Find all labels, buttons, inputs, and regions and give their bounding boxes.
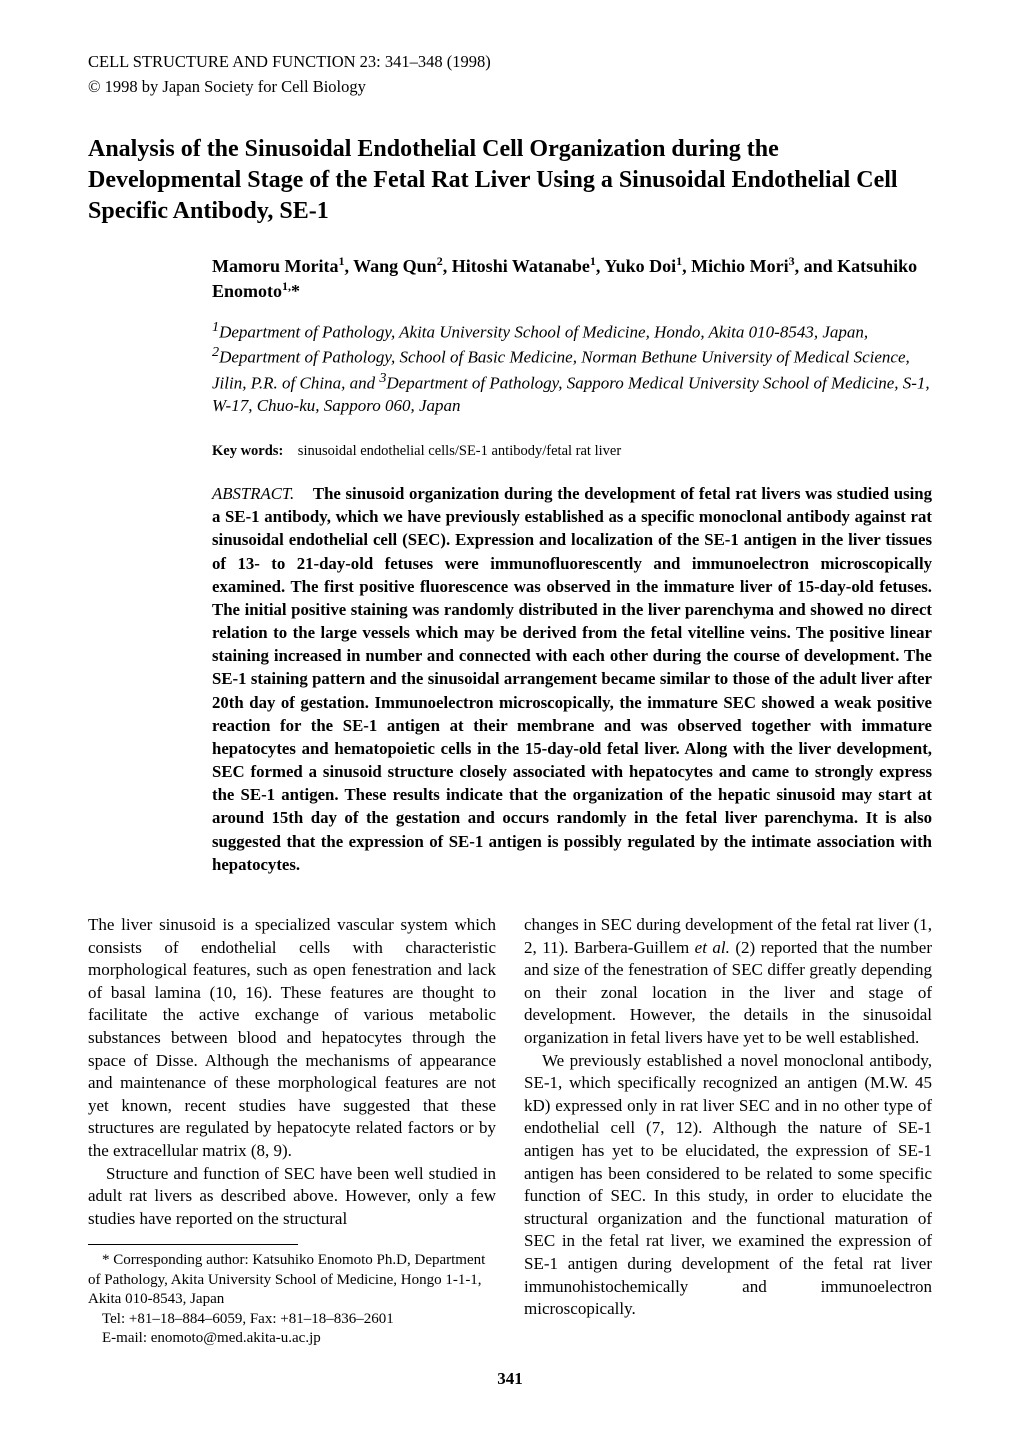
footnote-corresponding: * Corresponding author: Katsuhiko Enomot… — [88, 1251, 496, 1310]
page-number: 341 — [88, 1369, 932, 1389]
abstract-text: The sinusoid organization during the dev… — [212, 484, 932, 874]
keywords-text: sinusoidal endothelial cells/SE-1 antibo… — [298, 443, 621, 459]
body-paragraph: The liver sinusoid is a specialized vasc… — [88, 914, 496, 1163]
footnote-tel: Tel: +81–18–884–6059, Fax: +81–18–836–26… — [88, 1310, 496, 1330]
journal-copyright: © 1998 by Japan Society for Cell Biology — [88, 75, 932, 100]
column-right: changes in SEC during development of the… — [524, 914, 932, 1349]
keywords-label: Key words: — [212, 443, 283, 459]
abstract-label: ABSTRACT. — [212, 484, 294, 503]
body-paragraph: We previously established a novel monocl… — [524, 1050, 932, 1321]
footnote-email: E-mail: enomoto@med.akita-u.ac.jp — [88, 1329, 496, 1349]
journal-header: CELL STRUCTURE AND FUNCTION 23: 341–348 … — [88, 50, 932, 100]
column-left: The liver sinusoid is a specialized vasc… — [88, 914, 496, 1349]
body-paragraph: changes in SEC during development of the… — [524, 914, 932, 1050]
body-paragraph: Structure and function of SEC have been … — [88, 1163, 496, 1231]
article-title: Analysis of the Sinusoidal Endothelial C… — [88, 134, 932, 228]
footnote-block: * Corresponding author: Katsuhiko Enomot… — [88, 1251, 496, 1349]
abstract: ABSTRACT. The sinusoid organization duri… — [212, 482, 932, 876]
journal-citation: CELL STRUCTURE AND FUNCTION 23: 341–348 … — [88, 50, 932, 75]
affiliations: 1Department of Pathology, Akita Universi… — [212, 318, 932, 417]
keywords: Key words: sinusoidal endothelial cells/… — [212, 443, 932, 460]
body-columns: The liver sinusoid is a specialized vasc… — [88, 914, 932, 1349]
authors: Mamoru Morita1, Wang Qun2, Hitoshi Watan… — [212, 253, 932, 304]
footnote-rule — [88, 1244, 298, 1245]
